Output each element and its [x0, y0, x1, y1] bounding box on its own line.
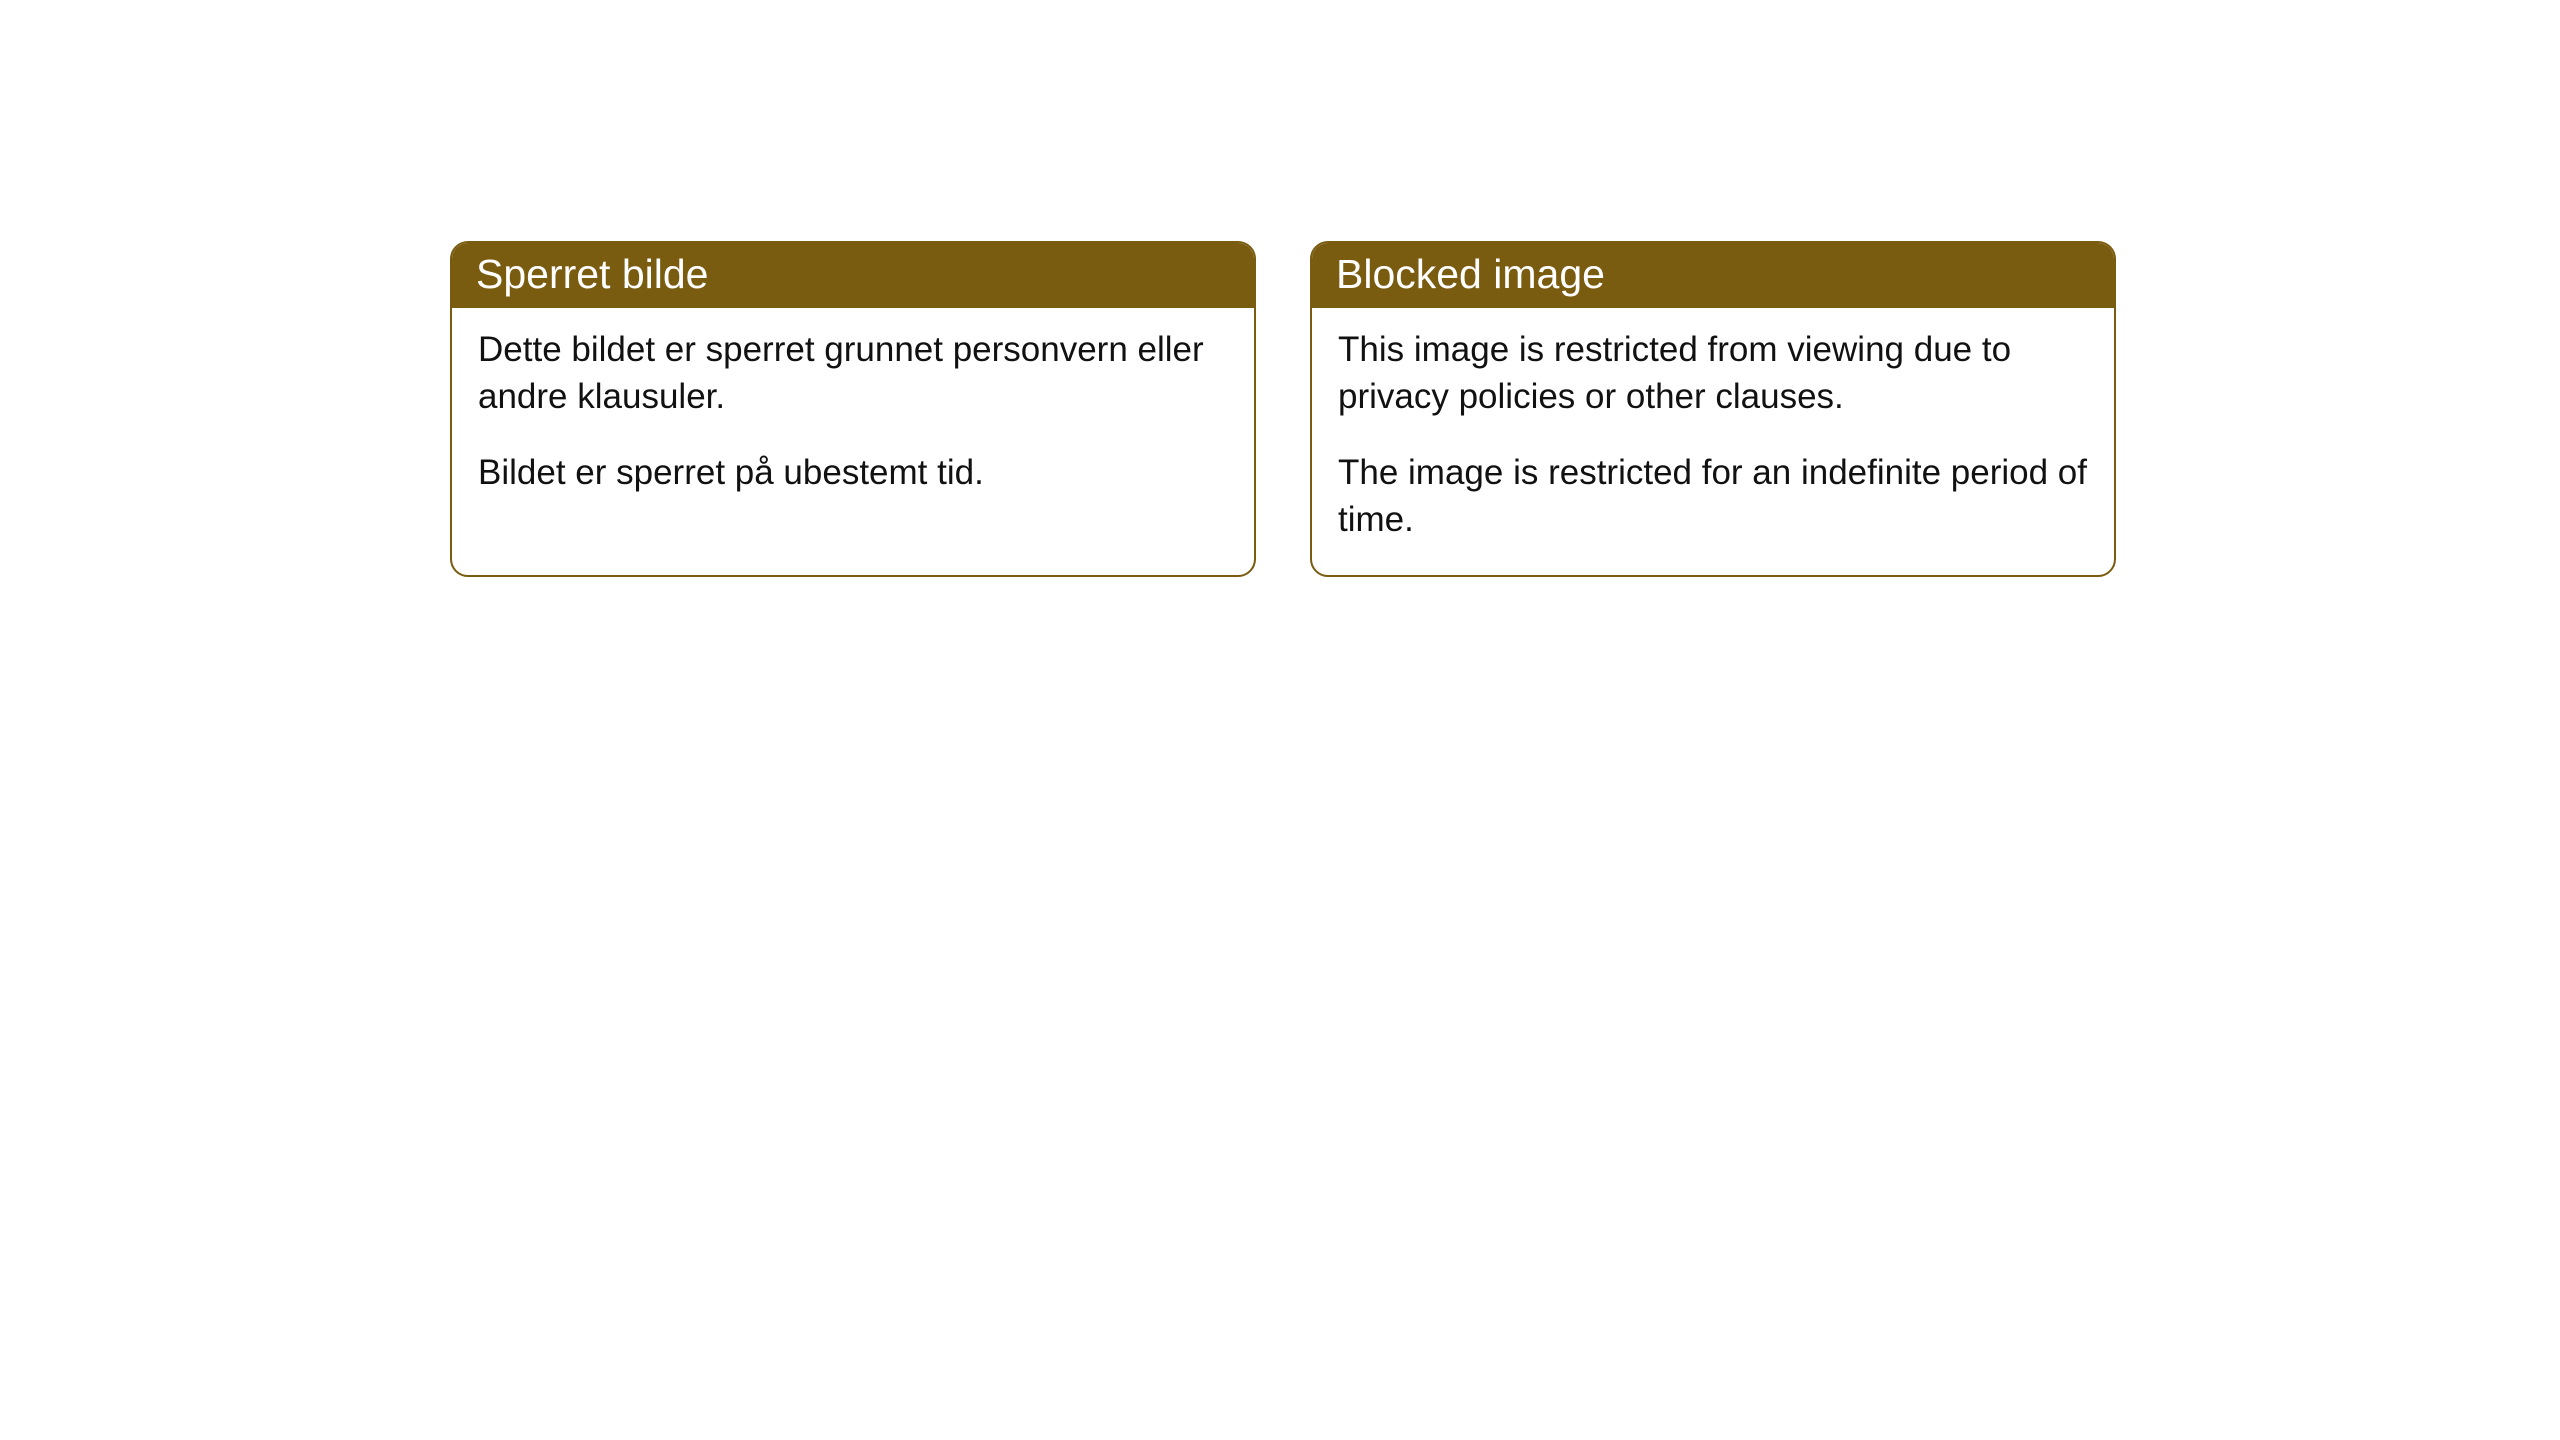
card-paragraph: This image is restricted from viewing du…: [1338, 326, 2088, 421]
card-header: Blocked image: [1312, 243, 2114, 308]
blocked-image-card-en: Blocked image This image is restricted f…: [1310, 241, 2116, 577]
card-title: Blocked image: [1336, 251, 1605, 297]
card-paragraph: Bildet er sperret på ubestemt tid.: [478, 449, 1228, 496]
card-paragraph: Dette bildet er sperret grunnet personve…: [478, 326, 1228, 421]
card-body: This image is restricted from viewing du…: [1312, 308, 2114, 575]
card-header: Sperret bilde: [452, 243, 1254, 308]
card-body: Dette bildet er sperret grunnet personve…: [452, 308, 1254, 528]
card-paragraph: The image is restricted for an indefinit…: [1338, 449, 2088, 544]
cards-container: Sperret bilde Dette bildet er sperret gr…: [450, 241, 2116, 577]
blocked-image-card-no: Sperret bilde Dette bildet er sperret gr…: [450, 241, 1256, 577]
card-title: Sperret bilde: [476, 251, 708, 297]
